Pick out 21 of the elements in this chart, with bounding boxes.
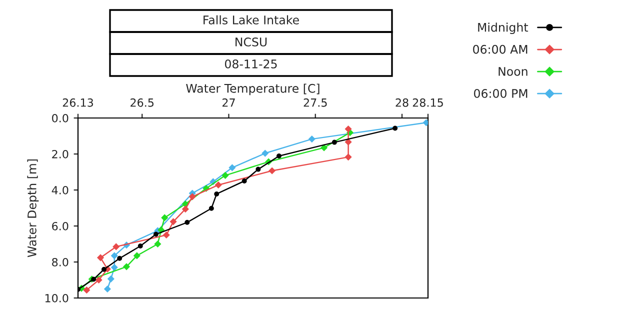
y-axis-title: Water Depth [m] — [27, 159, 39, 258]
x-tick-label: 27.5 — [304, 98, 327, 107]
chart-title: Falls Lake Intake — [204, 15, 299, 24]
y-tick-label: 10.0 — [45, 294, 68, 302]
x-axis-title: Water Temperature [C] — [186, 84, 320, 96]
x-tick-label: 28 — [396, 98, 408, 107]
y-tick-label: 2.0 — [52, 150, 68, 158]
legend-label: 06:00 AM — [473, 44, 528, 54]
x-tick-label: 28.15 — [412, 98, 443, 107]
y-tick-label: 6.0 — [52, 222, 68, 230]
legend-label: 06:00 PM — [474, 88, 528, 98]
x-tick-label: 26.5 — [130, 98, 154, 107]
x-tick-label: 26.13 — [62, 98, 94, 107]
legend-label: Noon — [498, 67, 528, 76]
text: 08-11-25 — [224, 59, 277, 68]
y-tick-label: 4.0 — [52, 186, 68, 194]
x-tick-label: 27 — [222, 98, 235, 107]
chart-subtitle: NCSU — [236, 37, 267, 46]
y-tick-label: 8.0 — [52, 258, 68, 266]
y-tick-label: 0.0 — [52, 114, 68, 122]
legend-label: Midnight — [478, 22, 528, 34]
